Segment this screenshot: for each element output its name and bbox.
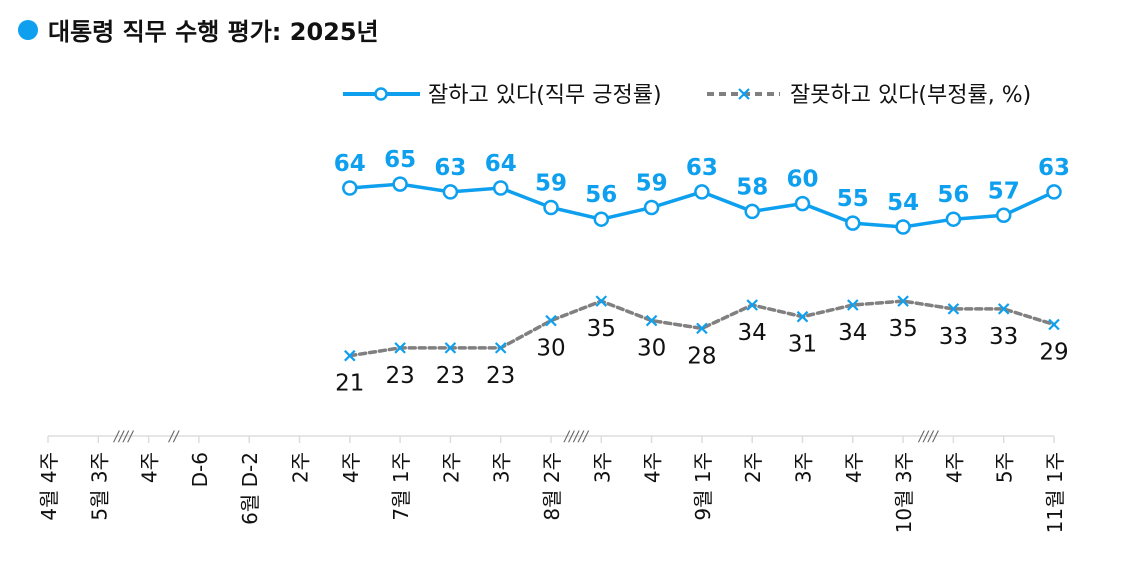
x-tick-label: 11월 1주: [1043, 452, 1067, 533]
negative-point-x-icon: [645, 314, 658, 327]
legend-negative-x-icon: [738, 88, 750, 100]
negative-data-label: 29: [1039, 340, 1068, 366]
positive-point: [543, 199, 559, 216]
negative-point-x-icon: [947, 303, 960, 315]
negative-point-x-icon: [494, 342, 507, 354]
positive-data-label: 59: [636, 171, 668, 197]
negative-data-label: 30: [536, 336, 565, 362]
x-tick-label: 4주: [842, 452, 866, 483]
positive-data-label: 58: [736, 174, 768, 200]
positive-data-label: 63: [434, 155, 466, 181]
positive-point: [995, 207, 1012, 224]
positive-point: [593, 211, 610, 227]
negative-data-label: 35: [888, 316, 917, 342]
positive-point: [643, 199, 660, 216]
legend-positive-circle-icon: [374, 87, 388, 101]
positive-data-label: 55: [837, 186, 869, 212]
positive-point: [342, 180, 358, 196]
axis-break-mark: ////: [112, 429, 134, 445]
positive-data-label: 64: [485, 151, 517, 177]
negative-data-label: 23: [486, 363, 515, 389]
x-tick-label: D-6: [188, 452, 212, 487]
x-tick-label: 2주: [289, 452, 313, 483]
negative-point-x-icon: [595, 295, 608, 307]
negative-data-label: 34: [838, 320, 867, 346]
negative-data-label: 23: [385, 363, 414, 389]
negative-data-label: 33: [989, 324, 1018, 350]
legend-positive-label: 잘하고 있다(직무 긍정률): [428, 83, 662, 108]
positive-point: [1046, 184, 1062, 200]
positive-data-label: 64: [334, 151, 366, 177]
chart-title: 대통령 직무 수행 평가: 2025년: [18, 12, 379, 47]
x-tick-label: 2주: [439, 452, 463, 483]
negative-point-x-icon: [1048, 318, 1060, 331]
positive-point: [442, 184, 459, 200]
x-tick-label: 3주: [490, 452, 514, 483]
positive-data-label: 59: [535, 171, 567, 197]
legend-negative-label: 잘못하고 있다(부정률, %): [790, 83, 1031, 108]
x-tick-label: 3주: [792, 452, 816, 483]
x-tick-label: 4주: [942, 452, 966, 483]
x-tick-label: 4주: [339, 452, 363, 483]
x-tick-label: 4주: [138, 452, 162, 483]
x-tick-label: 6월 D-2: [238, 452, 262, 525]
x-tick-label: 7월 1주: [389, 452, 413, 521]
positive-point: [845, 215, 861, 231]
negative-data-label: 35: [587, 316, 616, 342]
axis-break-mark: ////: [917, 429, 939, 445]
positive-point: [392, 176, 408, 192]
axis-break-mark: /////: [562, 429, 589, 445]
negative-point-x-icon: [394, 342, 406, 354]
x-tick-label: 9월 1주: [691, 452, 715, 521]
positive-data-label: 65: [384, 147, 416, 173]
negative-point-x-icon: [847, 299, 859, 311]
negative-point-x-icon: [796, 310, 809, 323]
x-tick-label: 5월 3주: [87, 452, 111, 521]
x-tick-label: 10월 3주: [892, 452, 916, 533]
negative-point-x-icon: [746, 299, 758, 311]
negative-point-x-icon: [444, 342, 457, 354]
x-tick-label: 2주: [741, 452, 765, 483]
negative-data-label: 28: [687, 343, 716, 369]
axis-break-mark: //: [167, 429, 180, 445]
x-tick-label: 3주: [590, 452, 614, 483]
negative-point-x-icon: [997, 303, 1010, 315]
positive-data-label: 63: [686, 155, 718, 181]
title-dot-icon: [18, 19, 38, 40]
positive-data-label: 63: [1038, 155, 1070, 181]
title-text: 대통령 직무 수행 평가: 2025년: [48, 18, 379, 46]
positive-data-label: 60: [786, 167, 818, 193]
negative-point-x-icon: [897, 295, 909, 307]
x-tick-label: 8월 2주: [540, 452, 564, 521]
negative-data-label: 34: [738, 320, 767, 346]
negative-point-x-icon: [696, 322, 708, 335]
positive-data-label: 56: [585, 182, 617, 208]
negative-point-x-icon: [545, 314, 557, 327]
positive-point: [744, 203, 760, 220]
negative-point-x-icon: [344, 349, 356, 362]
positive-point: [794, 195, 811, 212]
positive-point: [895, 219, 911, 235]
positive-data-label: 57: [988, 178, 1020, 204]
positive-point: [945, 211, 962, 227]
negative-data-label: 33: [939, 324, 968, 350]
positive-data-label: 56: [937, 182, 969, 208]
positive-point: [694, 184, 710, 200]
positive-data-label: 54: [887, 190, 919, 216]
negative-data-label: 23: [436, 363, 465, 389]
negative-data-label: 21: [335, 371, 364, 397]
positive-point: [492, 180, 509, 196]
x-tick-label: 4주: [641, 452, 665, 483]
negative-data-label: 31: [788, 332, 817, 358]
x-tick-label: 5주: [993, 452, 1017, 483]
x-tick-label: 4월 4주: [37, 452, 61, 521]
negative-data-label: 30: [637, 336, 666, 362]
